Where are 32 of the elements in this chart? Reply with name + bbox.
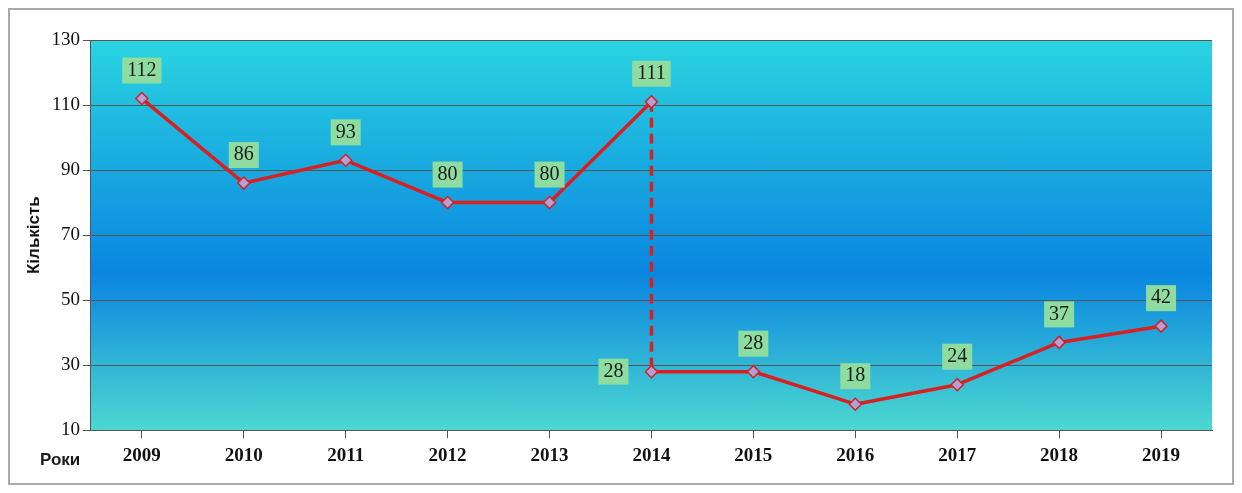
x-tick-label: 2018 bbox=[1040, 443, 1079, 465]
y-tick-label: 110 bbox=[52, 93, 80, 115]
x-axis-title: Роки bbox=[40, 449, 81, 469]
x-tick-label: 2011 bbox=[327, 443, 365, 465]
data-label: 112 bbox=[127, 57, 157, 80]
y-tick-label: 50 bbox=[60, 288, 80, 310]
y-tick-label: 130 bbox=[51, 27, 80, 49]
data-label: 42 bbox=[1151, 285, 1172, 308]
x-tick-label: 2010 bbox=[224, 443, 263, 465]
data-label: 24 bbox=[947, 343, 968, 366]
data-label: 37 bbox=[1049, 301, 1070, 324]
x-tick-label: 2017 bbox=[938, 443, 977, 465]
x-tick-label: 2014 bbox=[632, 443, 671, 465]
data-label: 86 bbox=[233, 142, 254, 165]
x-tick-label: 2009 bbox=[122, 443, 161, 465]
x-tick-label: 2012 bbox=[428, 443, 467, 465]
y-tick-label: 10 bbox=[60, 418, 80, 440]
y-tick-label: 30 bbox=[60, 353, 80, 375]
x-tick-label: 2019 bbox=[1142, 443, 1181, 465]
data-label: 28 bbox=[603, 358, 624, 381]
data-label: 93 bbox=[335, 119, 356, 142]
data-label: 80 bbox=[437, 161, 458, 184]
data-label: 18 bbox=[845, 363, 866, 386]
data-label: 28 bbox=[743, 330, 764, 353]
x-tick-label: 2016 bbox=[836, 443, 875, 465]
data-label: 111 bbox=[637, 61, 666, 84]
data-label: 80 bbox=[539, 161, 560, 184]
x-tick-label: 2015 bbox=[734, 443, 773, 465]
y-tick-label: 70 bbox=[60, 223, 80, 245]
x-tick-label: 2013 bbox=[530, 443, 569, 465]
y-tick-label: 90 bbox=[60, 158, 80, 180]
y-axis-title: Кількість bbox=[23, 196, 43, 275]
